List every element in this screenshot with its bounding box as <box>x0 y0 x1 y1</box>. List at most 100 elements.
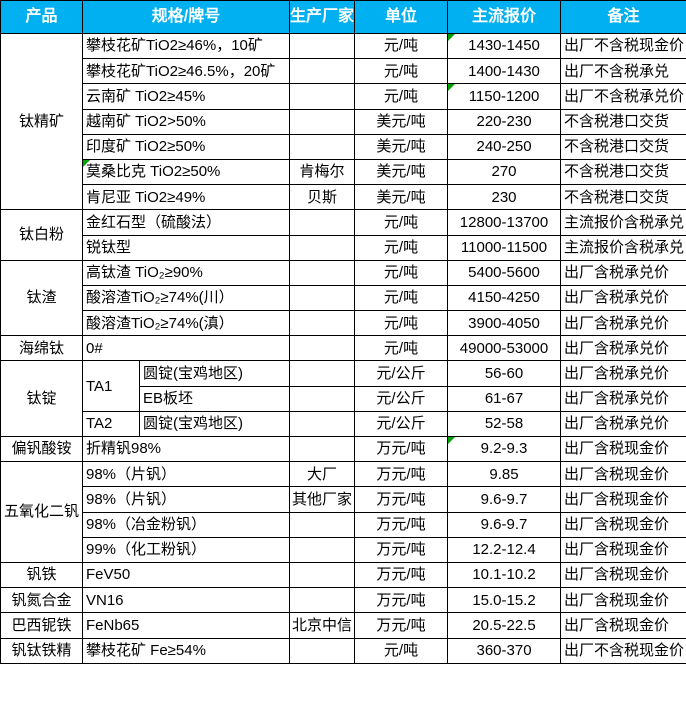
spec-cell[interactable]: 印度矿 TiO2≥50% <box>81 133 291 160</box>
unit-cell[interactable]: 美元/吨 <box>354 133 449 160</box>
unit-cell[interactable]: 元/吨 <box>354 32 449 60</box>
unit-cell[interactable]: 万元/吨 <box>354 536 449 563</box>
spec-cell[interactable]: 肯尼亚 TiO2≥49% <box>81 184 291 211</box>
spec-cell[interactable]: 攀枝花矿TiO2≥46%，10矿 <box>81 32 291 60</box>
note-cell[interactable]: 不含税港口交货 <box>560 184 686 211</box>
unit-cell[interactable]: 元/吨 <box>354 209 449 236</box>
note-cell[interactable]: 出厂不含税现金价 <box>560 637 686 664</box>
spec-grade-cell[interactable]: TA1 <box>82 360 140 412</box>
note-cell[interactable]: 出厂含税承兑价 <box>560 335 686 362</box>
unit-cell[interactable]: 万元/吨 <box>354 587 449 614</box>
manufacturer-cell[interactable]: 其他厂家 <box>289 486 356 513</box>
price-cell[interactable]: 11000-11500 <box>447 234 562 261</box>
manufacturer-cell[interactable] <box>289 108 356 135</box>
price-cell[interactable]: 4150-4250 <box>447 284 562 312</box>
product-cell[interactable]: 钛精矿 <box>0 32 83 211</box>
note-cell[interactable]: 主流报价含税承兑 <box>560 234 686 261</box>
price-cell[interactable]: 1430-1450 <box>447 32 562 60</box>
note-cell[interactable]: 出厂含税现金价 <box>560 587 686 614</box>
note-cell[interactable]: 出厂不含税现金价 <box>560 32 686 60</box>
price-cell[interactable]: 56-60 <box>447 360 562 387</box>
header-unit[interactable]: 单位 <box>354 0 449 34</box>
price-cell[interactable]: 52-58 <box>447 410 562 438</box>
unit-cell[interactable]: 元/吨 <box>354 310 449 337</box>
unit-cell[interactable]: 元/公斤 <box>354 360 449 387</box>
manufacturer-cell[interactable] <box>289 83 356 110</box>
unit-cell[interactable]: 元/吨 <box>354 234 449 261</box>
spec-cell[interactable]: 莫桑比克 TiO2≥50% <box>81 158 291 186</box>
price-cell[interactable]: 15.0-15.2 <box>447 587 562 614</box>
manufacturer-cell[interactable] <box>289 435 356 463</box>
note-cell[interactable]: 出厂含税承兑价 <box>560 385 686 412</box>
unit-cell[interactable]: 美元/吨 <box>354 108 449 135</box>
note-cell[interactable]: 出厂含税现金价 <box>560 435 686 463</box>
manufacturer-cell[interactable] <box>289 209 356 236</box>
note-cell[interactable]: 出厂含税承兑价 <box>560 410 686 438</box>
price-cell[interactable]: 10.1-10.2 <box>447 561 562 589</box>
spec-cell[interactable]: 攀枝花矿 Fe≥54% <box>81 637 291 664</box>
note-cell[interactable]: 出厂含税现金价 <box>560 536 686 563</box>
price-cell[interactable]: 61-67 <box>447 385 562 412</box>
spec-cell[interactable]: 98%（冶金粉钒） <box>81 511 291 538</box>
note-cell[interactable]: 出厂含税现金价 <box>560 561 686 589</box>
product-cell[interactable]: 五氧化二钒 <box>0 461 83 563</box>
note-cell[interactable]: 出厂含税现金价 <box>560 461 686 488</box>
product-cell[interactable]: 钒钛铁精 <box>0 637 83 664</box>
note-cell[interactable]: 不含税港口交货 <box>560 133 686 160</box>
spec-cell[interactable]: 99%（化工粉钒） <box>81 536 291 563</box>
product-cell[interactable]: 钛锭 <box>0 360 83 437</box>
note-cell[interactable]: 出厂含税承兑价 <box>560 310 686 337</box>
manufacturer-cell[interactable] <box>289 32 356 60</box>
product-cell[interactable]: 钛渣 <box>0 259 83 337</box>
unit-cell[interactable]: 元/吨 <box>354 284 449 312</box>
spec-cell[interactable]: 酸溶渣TiO₂≥74%(川） <box>81 284 291 312</box>
price-cell[interactable]: 1150-1200 <box>447 83 562 110</box>
unit-cell[interactable]: 万元/吨 <box>354 511 449 538</box>
note-cell[interactable]: 出厂含税现金价 <box>560 486 686 513</box>
note-cell[interactable]: 不含税港口交货 <box>560 158 686 186</box>
unit-cell[interactable]: 美元/吨 <box>354 184 449 211</box>
note-cell[interactable]: 不含税港口交货 <box>560 108 686 135</box>
note-cell[interactable]: 主流报价含税承兑 <box>560 209 686 236</box>
manufacturer-cell[interactable] <box>289 335 356 362</box>
price-cell[interactable]: 49000-53000 <box>447 335 562 362</box>
manufacturer-cell[interactable]: 肯梅尔 <box>289 158 356 186</box>
note-cell[interactable]: 出厂含税承兑价 <box>560 360 686 387</box>
spec-form-cell[interactable]: EB板坯 <box>138 385 291 412</box>
spec-cell[interactable]: VN16 <box>81 587 291 614</box>
spec-cell[interactable]: 折精钒98% <box>81 435 291 463</box>
manufacturer-cell[interactable]: 大厂 <box>289 461 356 488</box>
product-cell[interactable]: 钒氮合金 <box>0 587 83 614</box>
spec-cell[interactable]: 98%（片钒） <box>81 461 291 488</box>
manufacturer-cell[interactable] <box>289 637 356 664</box>
price-cell[interactable]: 12800-13700 <box>447 209 562 236</box>
spec-cell[interactable]: 攀枝花矿TiO2≥46.5%，20矿 <box>81 58 291 85</box>
price-cell[interactable]: 270 <box>447 158 562 186</box>
spec-form-cell[interactable]: 圆锭(宝鸡地区) <box>138 410 291 438</box>
manufacturer-cell[interactable]: 贝斯 <box>289 184 356 211</box>
unit-cell[interactable]: 元/吨 <box>354 58 449 85</box>
manufacturer-cell[interactable] <box>289 360 356 387</box>
product-cell[interactable]: 钛白粉 <box>0 209 83 261</box>
price-cell[interactable]: 220-230 <box>447 108 562 135</box>
product-cell[interactable]: 巴西铌铁 <box>0 612 83 639</box>
manufacturer-cell[interactable] <box>289 58 356 85</box>
price-cell[interactable]: 9.2-9.3 <box>447 435 562 463</box>
unit-cell[interactable]: 元/公斤 <box>354 385 449 412</box>
note-cell[interactable]: 出厂含税承兑价 <box>560 284 686 312</box>
manufacturer-cell[interactable] <box>289 511 356 538</box>
unit-cell[interactable]: 元/吨 <box>354 637 449 664</box>
spec-cell[interactable]: 金红石型（硫酸法） <box>81 209 291 236</box>
product-cell[interactable]: 偏钒酸铵 <box>0 435 83 463</box>
spec-cell[interactable]: 高钛渣 TiO₂≥90% <box>81 259 291 286</box>
unit-cell[interactable]: 万元/吨 <box>354 486 449 513</box>
manufacturer-cell[interactable] <box>289 587 356 614</box>
header-product[interactable]: 产品 <box>0 0 83 34</box>
manufacturer-cell[interactable] <box>289 536 356 563</box>
note-cell[interactable]: 出厂含税现金价 <box>560 511 686 538</box>
unit-cell[interactable]: 万元/吨 <box>354 435 449 463</box>
unit-cell[interactable]: 元/吨 <box>354 335 449 362</box>
header-spec[interactable]: 规格/牌号 <box>81 0 291 34</box>
note-cell[interactable]: 出厂不含税承兑价 <box>560 83 686 110</box>
header-manufacturer[interactable]: 生产厂家 <box>289 0 356 34</box>
